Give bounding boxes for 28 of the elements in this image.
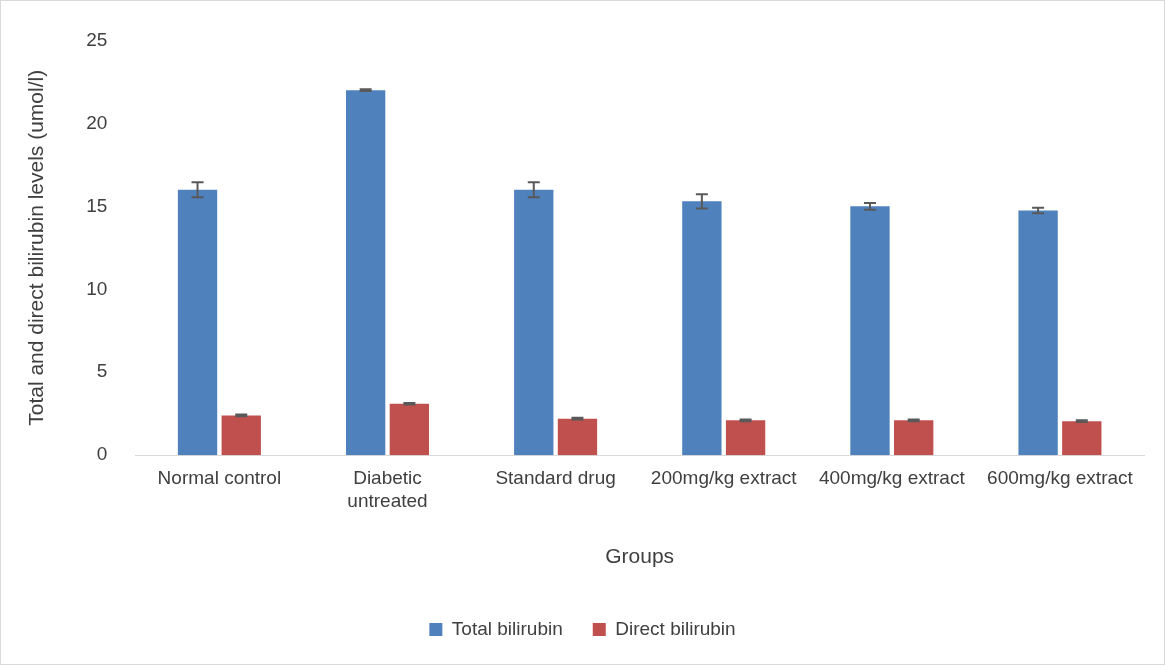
bar bbox=[177, 189, 218, 456]
y-tick-label: 15 bbox=[86, 194, 108, 216]
legend-label: Direct bilirubin bbox=[615, 617, 736, 639]
y-tick-label: 25 bbox=[86, 28, 108, 50]
bar bbox=[682, 201, 722, 456]
bar bbox=[514, 189, 554, 456]
y-tick-label: 20 bbox=[86, 111, 108, 133]
y-tick-label: 5 bbox=[96, 360, 108, 382]
bar bbox=[557, 418, 598, 456]
x-tick-label: Diabetic untreated bbox=[347, 466, 428, 511]
bar bbox=[1062, 421, 1102, 456]
bar bbox=[389, 403, 430, 456]
x-tick-label: 200mg/kg extract bbox=[650, 466, 798, 488]
bar bbox=[345, 90, 386, 456]
y-axis-title: Total and direct bilirubin levels (umol/l) bbox=[24, 69, 48, 426]
bar bbox=[725, 420, 766, 456]
y-tick-label: 10 bbox=[86, 277, 108, 299]
x-tick-label: 400mg/kg extract bbox=[818, 466, 966, 488]
x-axis-title: Groups bbox=[605, 544, 675, 568]
x-tick-label: 600mg/kg extract bbox=[987, 466, 1134, 488]
x-tick-label: Standard drug bbox=[495, 466, 616, 488]
bar bbox=[850, 206, 890, 456]
x-tick-label: Normal control bbox=[157, 466, 282, 488]
bar bbox=[894, 420, 934, 456]
legend-label: Total bilirubin bbox=[451, 617, 563, 639]
y-tick-label: 0 bbox=[96, 443, 108, 465]
bar bbox=[1018, 210, 1058, 456]
bar bbox=[221, 415, 261, 456]
